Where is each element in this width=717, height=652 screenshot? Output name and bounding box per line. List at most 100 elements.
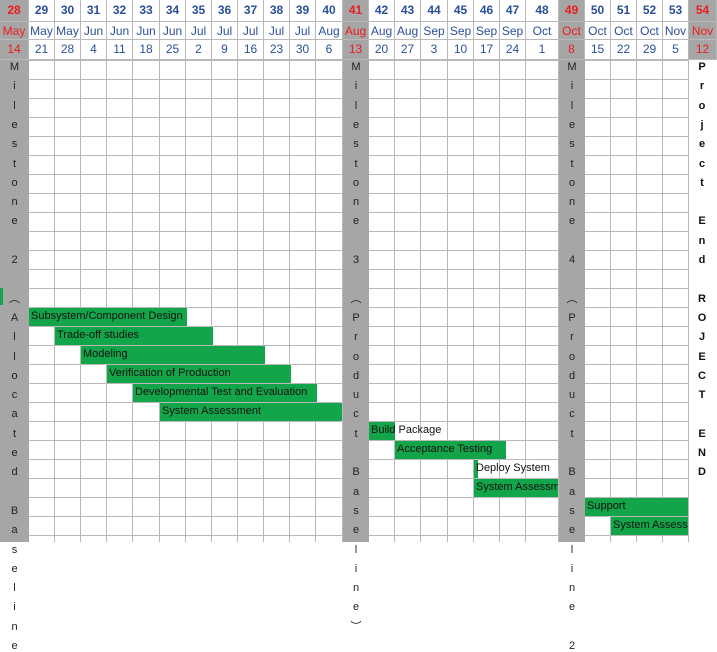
milestone-column [559,60,585,542]
milestone-label-char: n [11,620,18,633]
grid-column-line [342,60,343,542]
task-label: System Assessment [613,519,688,531]
task-bar [369,422,395,440]
grid-column-line [558,60,559,542]
milestone-label-char: M [567,61,577,73]
week-day-cell: 17 [474,40,500,60]
week-month-cell: Oct [559,22,585,40]
milestone-label-char: ︵ [350,292,362,305]
milestone-label-char: ︶ [350,620,362,633]
week-number-cell: 32 [107,0,133,22]
milestone-label-char: E [698,215,706,228]
milestone-label-char: t [700,176,704,189]
grid-column-line [662,60,663,542]
week-day-cell: 29 [637,40,663,60]
task-label: Support [587,500,626,512]
milestone-label-char: D [698,466,706,479]
week-month-cell: Sep [448,22,474,40]
week-number-cell: 34 [160,0,186,22]
milestone-label-char: o [698,99,706,112]
grid-column-line [473,60,474,542]
milestone-label-char: d [11,466,18,479]
milestone-label-char: t [12,427,17,440]
week-number-cell: 41 [343,0,369,22]
week-day-cell: 10 [448,40,474,60]
milestone-label-char: ︵ [9,292,20,305]
week-number-cell: 51 [611,0,637,22]
milestone-label-char: l [570,99,574,112]
grid-column-line [315,60,316,542]
week-day-cell: 3 [421,40,448,60]
milestone-column [343,60,369,542]
milestone-label-char: o [11,369,18,382]
week-number-cell: 49 [559,0,585,22]
week-number-cell: 31 [81,0,107,22]
week-number-cell: 43 [395,0,421,22]
milestone-label-char: a [568,485,576,498]
week-month-cell: Aug [343,22,369,40]
milestone-label-char: i [570,80,574,93]
grid-column-line [420,60,421,542]
grid-column-line [447,60,448,542]
milestone-label-char: l [13,350,16,363]
week-number-cell: 28 [0,0,29,22]
week-day-cell: 2 [186,40,212,60]
milestone-label-char: d [698,254,706,266]
week-month-cell: Aug [316,22,343,40]
grid-column-line [636,60,637,542]
task-label: Build Package [371,424,442,436]
week-day-cell: 21 [29,40,55,60]
week-day-cell: 14 [0,40,29,60]
milestone-label-char: l [570,543,574,556]
week-month-cell: Oct [637,22,663,40]
milestone-label-char: P [698,61,706,73]
task-label: Verification of Production [109,367,231,379]
milestone-label-char: c [698,157,706,170]
week-day-cell: 9 [212,40,238,60]
week-number-cell: 39 [290,0,316,22]
week-number-cell: 33 [133,0,160,22]
task-bar [611,517,688,535]
milestone-label-char: E [698,350,706,363]
milestone-label-char: e [11,447,18,459]
week-month-cell: Jun [107,22,133,40]
milestone-label-char: r [354,331,358,344]
milestone-label-char: l [354,99,358,112]
milestone-label-char: 2 [11,254,18,266]
milestone-label-char: n [11,196,18,209]
milestone-label-char: 4 [568,254,576,266]
week-month-cell: Aug [369,22,395,40]
milestone-label-char: e [11,562,18,575]
grid-column-line [394,60,395,542]
milestone-column [0,60,29,542]
week-day-cell: 27 [395,40,421,60]
milestone-label-char: s [11,138,18,151]
week-day-cell: 4 [81,40,107,60]
milestone-label-char: n [352,582,360,595]
milestone-label-char: E [698,427,706,440]
week-number-cell: 29 [29,0,55,22]
week-number-cell: 54 [689,0,717,22]
task-bar [107,365,291,383]
week-number-cell: 48 [526,0,559,22]
week-month-cell: Nov [689,22,717,40]
milestone-label-char: l [13,582,16,595]
grid-column-line [159,60,160,542]
task-bar [55,327,213,345]
grid-column-line [610,60,611,542]
grid-column-line [80,60,81,542]
week-month-cell: Oct [611,22,637,40]
week-number-cell: 36 [212,0,238,22]
grid-column-line [525,60,526,542]
milestone-label-char: 3 [352,254,360,266]
week-day-cell: 18 [133,40,160,60]
milestone-label-char: 2 [568,640,576,652]
task-label: Subsystem/Component Design [31,310,183,322]
week-day-cell: 23 [264,40,290,60]
milestone-label-char: a [11,408,18,421]
milestone-label-char: e [352,524,360,537]
task-label: System Assessment [476,481,558,493]
milestone-label-char: N [698,447,706,459]
task-bar [81,346,265,364]
